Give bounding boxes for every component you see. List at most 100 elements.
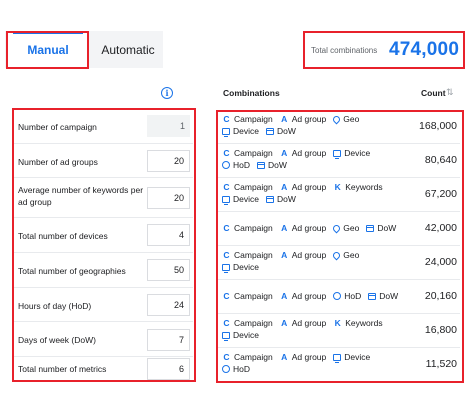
dimension-chip-label: DoW <box>377 223 397 233</box>
dimension-chip-dow: DoW <box>265 126 296 136</box>
dimension-chip-label: Device <box>344 352 371 362</box>
dimension-chips: C Campaign A Ad group K Keywords <box>222 182 390 192</box>
dimension-chip-hod: HoD <box>222 160 250 170</box>
dimension-chip-label: Ad group <box>291 114 327 124</box>
parameter-label: Total number of devices <box>18 231 108 241</box>
dimension-chip-label: Ad group <box>291 352 327 362</box>
calendar-icon <box>257 161 266 169</box>
combination-row: C Campaign A Ad group K Keywords Device 16,800 <box>218 314 460 348</box>
dimension-chip-label: Ad group <box>291 182 327 192</box>
parameters-panel: Number of campaign 1 Number of ad groups 20… <box>12 108 195 382</box>
dimension-chips: C Campaign A Ad group HoD DoW <box>222 291 405 301</box>
parameter-input[interactable]: 50 <box>147 259 190 281</box>
combination-row: C Campaign A Ad group Geo DoW 42,000 <box>218 212 460 246</box>
parameter-input[interactable]: 24 <box>147 294 190 316</box>
dimension-chips: C Campaign A Ad group Geo DoW <box>222 223 403 233</box>
dimension-chip-label: Keywords <box>345 182 383 192</box>
info-icon[interactable]: i <box>161 87 173 99</box>
combination-row: C Campaign A Ad group Geo Device 24,000 <box>218 246 460 280</box>
combinations-header: Combinations <box>223 88 280 98</box>
location-pin-icon <box>331 114 342 124</box>
clock-icon <box>222 161 230 169</box>
parameter-input[interactable]: 6 <box>147 358 190 380</box>
combination-row: C Campaign A Ad group K Keywords Device DoW 67,2… <box>218 178 460 212</box>
dimension-chip-label: Campaign <box>234 182 273 192</box>
dimension-chips: Device DoW <box>222 194 303 205</box>
dimension-chip-keywords: K Keywords <box>333 182 383 192</box>
device-icon <box>222 127 230 137</box>
device-icon <box>333 353 342 363</box>
combinations-panel: C Campaign A Ad group Geo Device DoW 168,000 C Ca… <box>216 110 462 382</box>
dimension-chip-label: Campaign <box>234 352 273 362</box>
clock-icon <box>222 365 230 373</box>
parameter-input[interactable]: 4 <box>147 224 190 246</box>
combination-row: C Campaign A Ad group Device HoD 11,520 <box>218 348 460 382</box>
parameter-input[interactable]: 20 <box>147 187 190 209</box>
dimension-chip-adgroup: A Ad group <box>280 114 327 124</box>
combination-count: 11,520 <box>425 358 457 370</box>
dimension-chips: HoD DoW <box>222 160 294 170</box>
combination-count: 20,160 <box>424 290 457 302</box>
dimension-chip-device: Device <box>333 352 371 363</box>
total-combinations-label: Total combinations <box>311 45 378 55</box>
dimension-chip-campaign: C Campaign <box>222 223 272 233</box>
parameter-row: Total number of devices 4 <box>14 218 193 253</box>
dimension-chip-label: Ad group <box>291 250 327 260</box>
dimension-chip-label: Ad group <box>291 148 327 158</box>
combination-count: 24,000 <box>424 256 457 268</box>
dimension-chip-adgroup: A Ad group <box>280 318 326 328</box>
campaign-icon: C <box>223 318 230 328</box>
dimension-chip-hod: HoD <box>222 364 250 374</box>
device-icon <box>222 195 230 205</box>
dimension-chip-adgroup: A Ad group <box>280 182 327 192</box>
tab-automatic[interactable]: Automatic <box>89 31 167 68</box>
dimension-chips: C Campaign A Ad group Device <box>222 148 377 159</box>
clock-icon <box>333 292 342 300</box>
parameter-label: Total number of metrics <box>18 364 107 374</box>
ad-group-icon: A <box>281 114 288 124</box>
parameter-input[interactable]: 20 <box>147 150 190 172</box>
mode-tabs: Manual Automatic <box>5 31 163 68</box>
dimension-chip-adgroup: A Ad group <box>280 352 327 362</box>
parameter-input[interactable]: 7 <box>147 329 190 351</box>
dimension-chip-dow: DoW <box>265 194 296 204</box>
ad-group-icon: A <box>281 352 288 362</box>
tab-active-indicator <box>13 32 83 34</box>
sort-icon[interactable]: ⇅ <box>446 87 454 97</box>
ad-group-icon: A <box>281 148 288 158</box>
dimension-chip-geo: Geo <box>331 114 359 124</box>
dimension-chip-label: Device <box>233 262 259 272</box>
count-header[interactable]: Count <box>421 88 446 98</box>
keywords-icon: K <box>334 182 341 192</box>
campaign-icon: C <box>223 352 230 362</box>
device-icon <box>222 331 230 341</box>
campaign-icon: C <box>223 182 230 192</box>
dimension-chips: C Campaign A Ad group Device <box>222 352 377 363</box>
combination-count: 42,000 <box>424 222 457 234</box>
dimension-chip-device: Device <box>222 194 259 205</box>
dimension-chip-label: Campaign <box>234 250 273 260</box>
device-icon <box>222 263 230 273</box>
tab-manual[interactable]: Manual <box>7 31 89 68</box>
dimension-chip-label: DoW <box>268 160 287 170</box>
dimension-chip-campaign: C Campaign <box>222 182 273 192</box>
combination-row: C Campaign A Ad group Geo Device DoW 168,000 <box>218 110 460 144</box>
dimension-chip-adgroup: A Ad group <box>280 250 327 260</box>
dimension-chip-label: Campaign <box>234 148 273 158</box>
dimension-chip-label: Keywords <box>345 318 383 328</box>
keywords-icon: K <box>334 318 341 328</box>
dimension-chip-label: Campaign <box>234 114 273 124</box>
dimension-chip-device: Device <box>222 262 259 273</box>
dimension-chip-device: Device <box>333 148 370 159</box>
ad-group-icon: A <box>281 182 288 192</box>
ad-group-icon: A <box>281 250 288 260</box>
dimension-chip-label: HoD <box>233 364 251 374</box>
dimension-chip-label: DoW <box>276 194 296 204</box>
dimension-chip-geo: Geo <box>331 223 359 233</box>
calendar-icon <box>368 292 377 300</box>
device-icon <box>333 149 342 159</box>
dimension-chip-label: Campaign <box>234 318 273 328</box>
dimension-chip-dow: DoW <box>368 291 398 301</box>
calendar-icon <box>366 224 375 232</box>
tab-automatic-label: Automatic <box>101 42 155 57</box>
